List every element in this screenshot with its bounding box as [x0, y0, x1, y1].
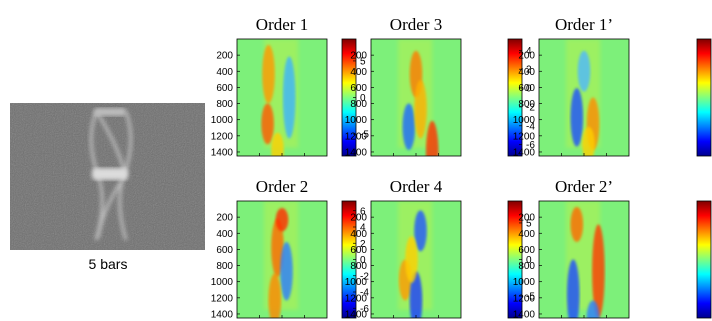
y-tick-label: 800	[216, 261, 233, 272]
y-tick-label: 400	[518, 229, 535, 240]
y-tick-label: 400	[216, 67, 233, 78]
panel-title: Order 3	[390, 15, 442, 34]
y-tick-label: 600	[216, 83, 233, 94]
colorbar-tick-label: -6	[360, 304, 369, 315]
colorbar-tick-label: 4	[526, 46, 532, 57]
photo-caption: 5 bars	[89, 256, 128, 272]
y-tick-label: 800	[518, 261, 535, 272]
heatmap-panels: Order 120040060080010001200140050-5Order…	[211, 15, 712, 320]
panel-title: Order 4	[390, 177, 443, 196]
colorbar	[696, 38, 712, 157]
y-tick-label: 200	[350, 51, 367, 62]
colorbar-tick-label: 4	[360, 223, 366, 234]
colorbar-tick-label: -6	[526, 140, 535, 151]
y-tick-label: 1400	[345, 147, 368, 158]
heatmap-field	[566, 201, 605, 318]
panel-3: Order 1’ 200 400 600 800 1000 1200 1400	[513, 15, 712, 158]
colorbar	[507, 38, 523, 157]
y-tick-label: 1200	[211, 131, 234, 142]
y-tick-label: 400	[350, 229, 367, 240]
panel-title: Order 2	[256, 177, 308, 196]
specimen-photo: 5 bars	[10, 103, 205, 272]
colorbar-tick-label: -5	[526, 292, 535, 303]
heatmap-field	[398, 39, 439, 156]
y-tick-label: 1000	[211, 277, 234, 288]
colorbar-tick-label: 5	[526, 218, 532, 229]
colorbar-tick-label: -5	[360, 130, 369, 141]
y-tick-label: 800	[350, 99, 367, 110]
panel-6: Order 2’ 200 400 600 800 1000 1200 1400	[513, 177, 712, 320]
colorbar-tick-label: 0	[526, 255, 532, 266]
y-tick-label: 800	[518, 99, 535, 110]
y-tick-label: 200	[350, 213, 367, 224]
panel-title: Order 2’	[555, 177, 613, 196]
panel-1: Order 1 200 400 600 800 1000 1200 1400 5 0 -5	[211, 15, 370, 158]
y-tick-label: 1000	[211, 115, 234, 126]
colorbar-tick-label: 2	[360, 239, 366, 250]
y-tick-label: 600	[518, 83, 535, 94]
colorbar-tick-label: 2	[526, 65, 532, 76]
y-tick-label: 1200	[345, 293, 368, 304]
y-tick-label: 1400	[513, 147, 536, 158]
y-tick-label: 200	[216, 51, 233, 62]
colorbar-tick-label: 0	[360, 255, 366, 266]
y-tick-label: 1200	[513, 131, 536, 142]
y-tick-label: 1200	[513, 293, 536, 304]
y-tick-label: 600	[518, 245, 535, 256]
panel-4: Order 2 200 400 600 800 1000 1200 1400 6 4 2 0 -2 -4 -…	[211, 177, 370, 320]
panel-2: Order 3 200 400 600 800 1000 1200 1400 4 2 0 -2 -4 -6	[345, 15, 536, 158]
y-tick-label: 1000	[513, 115, 536, 126]
y-tick-label: 600	[350, 245, 367, 256]
y-tick-label: 1200	[211, 293, 234, 304]
y-tick-label: 600	[216, 245, 233, 256]
y-tick-label: 1000	[345, 277, 368, 288]
colorbar-tick-label: 0	[526, 84, 532, 95]
heatmap-field	[566, 39, 601, 156]
y-tick-label: 1200	[345, 131, 368, 142]
y-tick-label: 800	[350, 261, 367, 272]
colorbar-tick-label: 6	[360, 206, 366, 217]
y-tick-label: 400	[350, 67, 367, 78]
colorbar-tick-label: -4	[360, 288, 369, 299]
heatmap-field	[398, 201, 433, 318]
heatmap-field	[261, 39, 299, 156]
y-tick-label: 1400	[345, 309, 368, 320]
panel-5: Order 4 200 400 600 800 1000 1200 1400 5 0 -5	[345, 177, 536, 320]
y-tick-label: 800	[216, 99, 233, 110]
colorbar	[696, 200, 712, 319]
y-tick-label: 1400	[211, 147, 234, 158]
colorbar-tick-label: 0	[360, 93, 366, 104]
y-tick-label: 1400	[211, 309, 234, 320]
heatmap-field	[264, 201, 299, 318]
colorbar-tick-label: -4	[526, 121, 535, 132]
y-tick-label: 200	[518, 51, 535, 62]
y-tick-label: 200	[518, 213, 535, 224]
y-tick-label: 1000	[345, 115, 368, 126]
y-tick-label: 1400	[513, 309, 536, 320]
colorbar-tick-label: -2	[360, 271, 369, 282]
panel-title: Order 1	[256, 15, 308, 34]
panel-title: Order 1’	[555, 15, 613, 34]
colorbar-tick-label: 5	[360, 56, 366, 67]
y-tick-label: 600	[350, 83, 367, 94]
y-tick-label: 1000	[513, 277, 536, 288]
y-tick-label: 400	[216, 229, 233, 240]
y-tick-label: 200	[216, 213, 233, 224]
y-tick-label: 400	[518, 67, 535, 78]
colorbar-tick-label: -2	[526, 102, 535, 113]
